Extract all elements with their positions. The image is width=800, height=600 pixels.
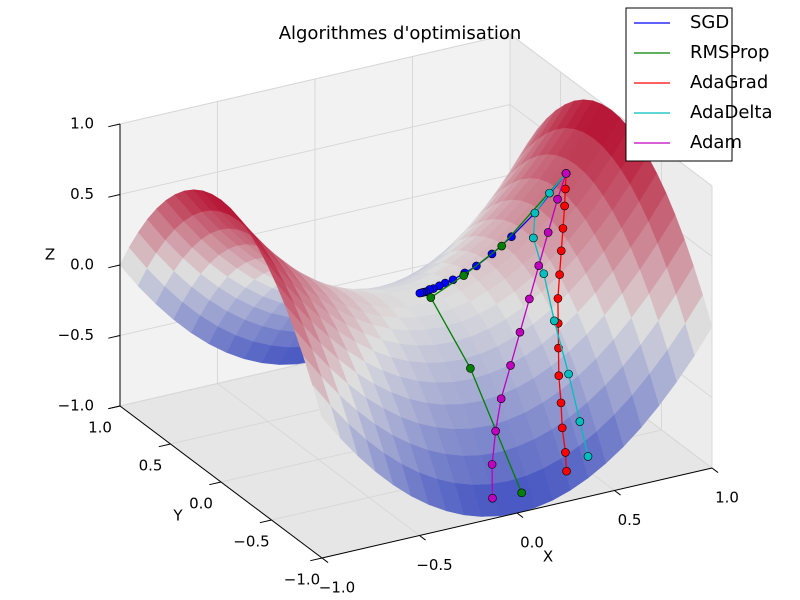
path-point bbox=[545, 188, 554, 198]
legend-label: AdaDelta bbox=[690, 102, 772, 123]
x-tick-label: −0.5 bbox=[416, 556, 452, 574]
y-axis-label: Y bbox=[172, 507, 183, 525]
path-point bbox=[583, 452, 593, 461]
surface-patch bbox=[312, 385, 340, 438]
path-point bbox=[562, 466, 571, 476]
path-point bbox=[554, 371, 564, 381]
path-point bbox=[496, 394, 506, 404]
legend-label: RMSProp bbox=[690, 42, 769, 63]
tick-mark bbox=[419, 535, 426, 541]
y-tick-label: 1.0 bbox=[88, 419, 112, 437]
path-point bbox=[564, 369, 573, 379]
path-point bbox=[556, 246, 566, 256]
path-point bbox=[530, 208, 540, 218]
legend: SGD RMSProp AdaGrad AdaDelta Adam bbox=[625, 7, 772, 162]
axes: −1.0 −0.5 0.0 0.5 1.0 −1.0 −0.5 0.0 0.5 1.0 −1.0 −0… bbox=[58, 115, 739, 597]
axis-line bbox=[119, 405, 323, 559]
path-point bbox=[560, 201, 569, 211]
legend-label: AdaGrad bbox=[690, 72, 768, 93]
path-point bbox=[497, 241, 507, 251]
path-point bbox=[561, 169, 571, 178]
chart-title: Algorithmes d'optimisation bbox=[279, 23, 522, 44]
tick-mark bbox=[321, 557, 329, 563]
path-point bbox=[506, 361, 515, 370]
path-point bbox=[561, 184, 570, 194]
z-tick-label: 0.5 bbox=[70, 185, 94, 203]
path-point bbox=[556, 398, 566, 408]
tick-mark bbox=[310, 557, 323, 562]
path-point bbox=[529, 233, 538, 243]
tick-mark bbox=[209, 481, 222, 486]
path-point bbox=[543, 228, 553, 237]
path-point bbox=[517, 488, 527, 498]
path-point bbox=[534, 261, 544, 271]
legend-label: SGD bbox=[690, 12, 729, 33]
tick-mark bbox=[108, 123, 121, 128]
tick-mark bbox=[108, 194, 121, 198]
x-axis-label: X bbox=[543, 548, 553, 566]
path-point bbox=[415, 288, 425, 298]
legend-box bbox=[625, 7, 733, 162]
grid-line bbox=[119, 104, 511, 195]
tick-mark bbox=[614, 490, 621, 496]
surface bbox=[119, 99, 713, 517]
path-point bbox=[553, 294, 563, 303]
z-tick-label: −1.0 bbox=[58, 397, 94, 415]
path-point bbox=[558, 224, 568, 233]
z-tick-label: 0.0 bbox=[70, 256, 94, 274]
path-point bbox=[426, 293, 436, 302]
legend-label: Adam bbox=[690, 132, 742, 153]
path-line bbox=[429, 172, 567, 494]
grid-line bbox=[119, 33, 511, 125]
path-point bbox=[555, 270, 564, 279]
y-tick-label: −1.0 bbox=[284, 571, 320, 589]
z-tick-label: −0.5 bbox=[58, 326, 94, 344]
y-tick-label: −0.5 bbox=[233, 533, 269, 551]
axis-line bbox=[321, 467, 713, 559]
x-tick-label: −1.0 bbox=[319, 579, 355, 597]
tick-mark bbox=[108, 335, 121, 339]
path-point bbox=[466, 364, 475, 373]
x-tick-label: 0.5 bbox=[618, 511, 642, 529]
z-axis-label: Z bbox=[45, 246, 55, 264]
y-tick-label: 0.5 bbox=[139, 457, 163, 475]
path-point bbox=[487, 460, 497, 469]
path-point bbox=[575, 417, 585, 426]
tick-mark bbox=[711, 467, 719, 473]
path-point bbox=[459, 271, 469, 280]
tick-mark bbox=[108, 264, 121, 269]
tick-mark bbox=[108, 405, 121, 410]
x-tick-label: 1.0 bbox=[715, 489, 739, 507]
x-tick-label: 0.0 bbox=[520, 534, 544, 552]
path-point bbox=[539, 269, 549, 279]
path-point bbox=[561, 448, 570, 457]
path-point bbox=[549, 316, 559, 326]
y-tick-label: 0.0 bbox=[189, 495, 213, 513]
tick-mark bbox=[516, 512, 524, 518]
path-point bbox=[515, 327, 525, 337]
z-tick-label: 1.0 bbox=[70, 115, 94, 133]
path-point bbox=[491, 426, 500, 436]
tick-mark bbox=[259, 519, 272, 524]
path-point bbox=[525, 294, 534, 304]
paths bbox=[415, 169, 593, 503]
path-point bbox=[557, 423, 567, 433]
path-point bbox=[488, 493, 497, 503]
tick-mark bbox=[158, 443, 171, 448]
path-point bbox=[553, 194, 562, 204]
path-point bbox=[507, 232, 516, 242]
